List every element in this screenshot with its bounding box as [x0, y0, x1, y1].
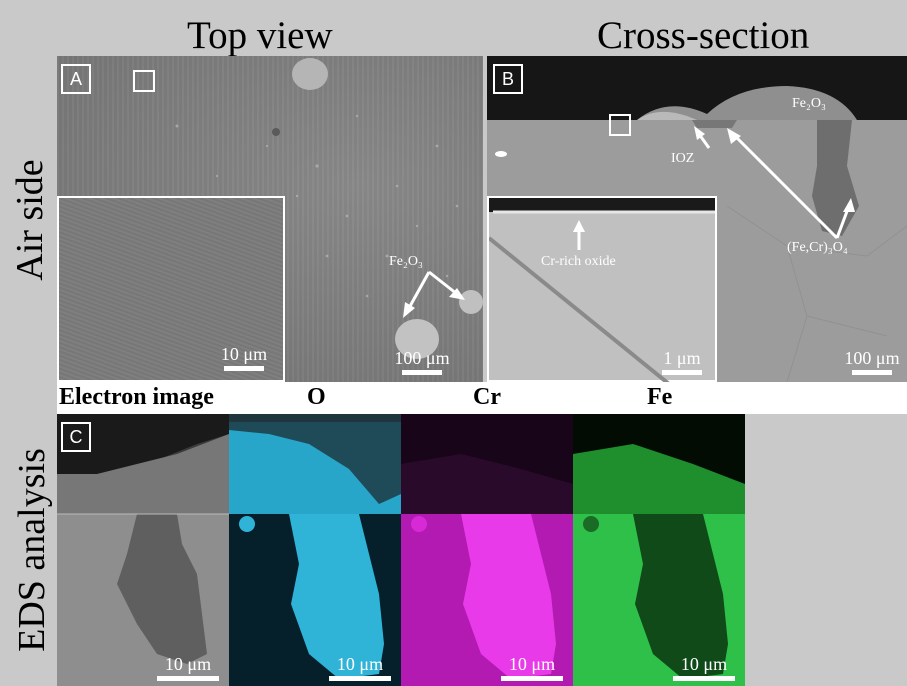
panel-b-spinel-label: (Fe,Cr)₃O₄: [787, 240, 848, 255]
panel-b-scale: 100 μm: [839, 348, 905, 375]
top-view-title: Top view: [187, 14, 333, 57]
panel-a-letter: A: [61, 64, 91, 94]
panel-b-cr-oxide-label: Cr-rich oxide: [541, 254, 616, 269]
eds-electron-texture: [57, 414, 229, 664]
panel-b-fe2o3-nodule: [637, 86, 857, 120]
panel-b-inset-scale: 1 μm: [657, 348, 707, 375]
panel-c-letter: C: [61, 422, 91, 452]
eds-electron-scale-text: 10 μm: [164, 654, 212, 674]
panel-b-cross-section: B Fe₂O₃ IOZ (Fe,Cr)₃O₄ Cr-rich oxide 1 μ…: [487, 56, 907, 382]
eds-chromium-map: 10 μm: [401, 414, 573, 686]
panel-b-texture: [495, 86, 907, 382]
eds-oxygen-texture: [229, 414, 401, 679]
eds-chromium-texture: [401, 414, 573, 679]
eds-analysis-title: EDS analysis: [11, 448, 53, 652]
eds-iron-map: 10 μm: [573, 414, 745, 686]
label-electron-image: Electron image: [59, 384, 214, 410]
panel-b-letter: B: [493, 64, 523, 94]
panel-a-roi-box: [133, 70, 155, 92]
panel-b-ioz-label: IOZ: [671, 151, 695, 166]
panel-a-top-view: A Fe₂O₃ 10 μm 100 μm: [57, 56, 483, 382]
eds-oxygen-scale-bar: [329, 676, 391, 681]
eds-label-strip: Electron image O Cr Fe: [57, 382, 907, 414]
fe2o3-nodule-small: [459, 290, 483, 314]
panel-a-scale-text: 100 μm: [394, 348, 450, 368]
panel-a-fe2o3-label: Fe₂O₃: [389, 254, 423, 269]
panel-b-inset-texture: [489, 210, 715, 382]
panel-b-inset: Cr-rich oxide 1 μm: [487, 196, 717, 382]
air-side-title: Air side: [9, 159, 51, 281]
panel-a-inset-scale-bar: [224, 366, 264, 371]
eds-electron-scale: 10 μm: [153, 654, 223, 681]
label-iron: Fe: [647, 384, 673, 410]
panel-a-scale-bar: [402, 370, 442, 375]
eds-chromium-scale: 10 μm: [497, 654, 567, 681]
eds-oxygen-scale-text: 10 μm: [336, 654, 384, 674]
panel-a-scale: 100 μm: [387, 348, 457, 375]
cross-section-title: Cross-section: [597, 14, 810, 57]
fe2o3-nodule-top: [292, 58, 328, 90]
eds-iron-scale-bar: [673, 676, 735, 681]
eds-iron-scale-text: 10 μm: [680, 654, 728, 674]
eds-electron-image: C 10 μm: [57, 414, 229, 686]
label-oxygen: O: [307, 384, 326, 410]
panel-a-inset-scale-text: 10 μm: [220, 344, 268, 364]
label-chromium: Cr: [473, 384, 501, 410]
panel-b-roi-box: [609, 114, 631, 136]
panel-b-inset-scale-text: 1 μm: [663, 348, 701, 368]
eds-iron-scale: 10 μm: [669, 654, 739, 681]
panel-a-texture: [175, 58, 483, 359]
eds-electron-scale-bar: [157, 676, 219, 681]
panel-a-inset: 10 μm: [57, 196, 285, 382]
panel-b-fe2o3-label: Fe₂O₃: [792, 96, 826, 111]
eds-iron-texture: [573, 444, 745, 679]
eds-oxygen-map: 10 μm: [229, 414, 401, 686]
panel-b-inset-scale-bar: [662, 370, 702, 375]
eds-chromium-scale-text: 10 μm: [508, 654, 556, 674]
panel-b-scale-text: 100 μm: [844, 348, 900, 368]
panel-a-inset-scale: 10 μm: [209, 344, 279, 371]
eds-oxygen-scale: 10 μm: [325, 654, 395, 681]
fe2o3-nodule-large: [395, 319, 439, 359]
eds-chromium-scale-bar: [501, 676, 563, 681]
panel-b-scale-bar: [852, 370, 892, 375]
